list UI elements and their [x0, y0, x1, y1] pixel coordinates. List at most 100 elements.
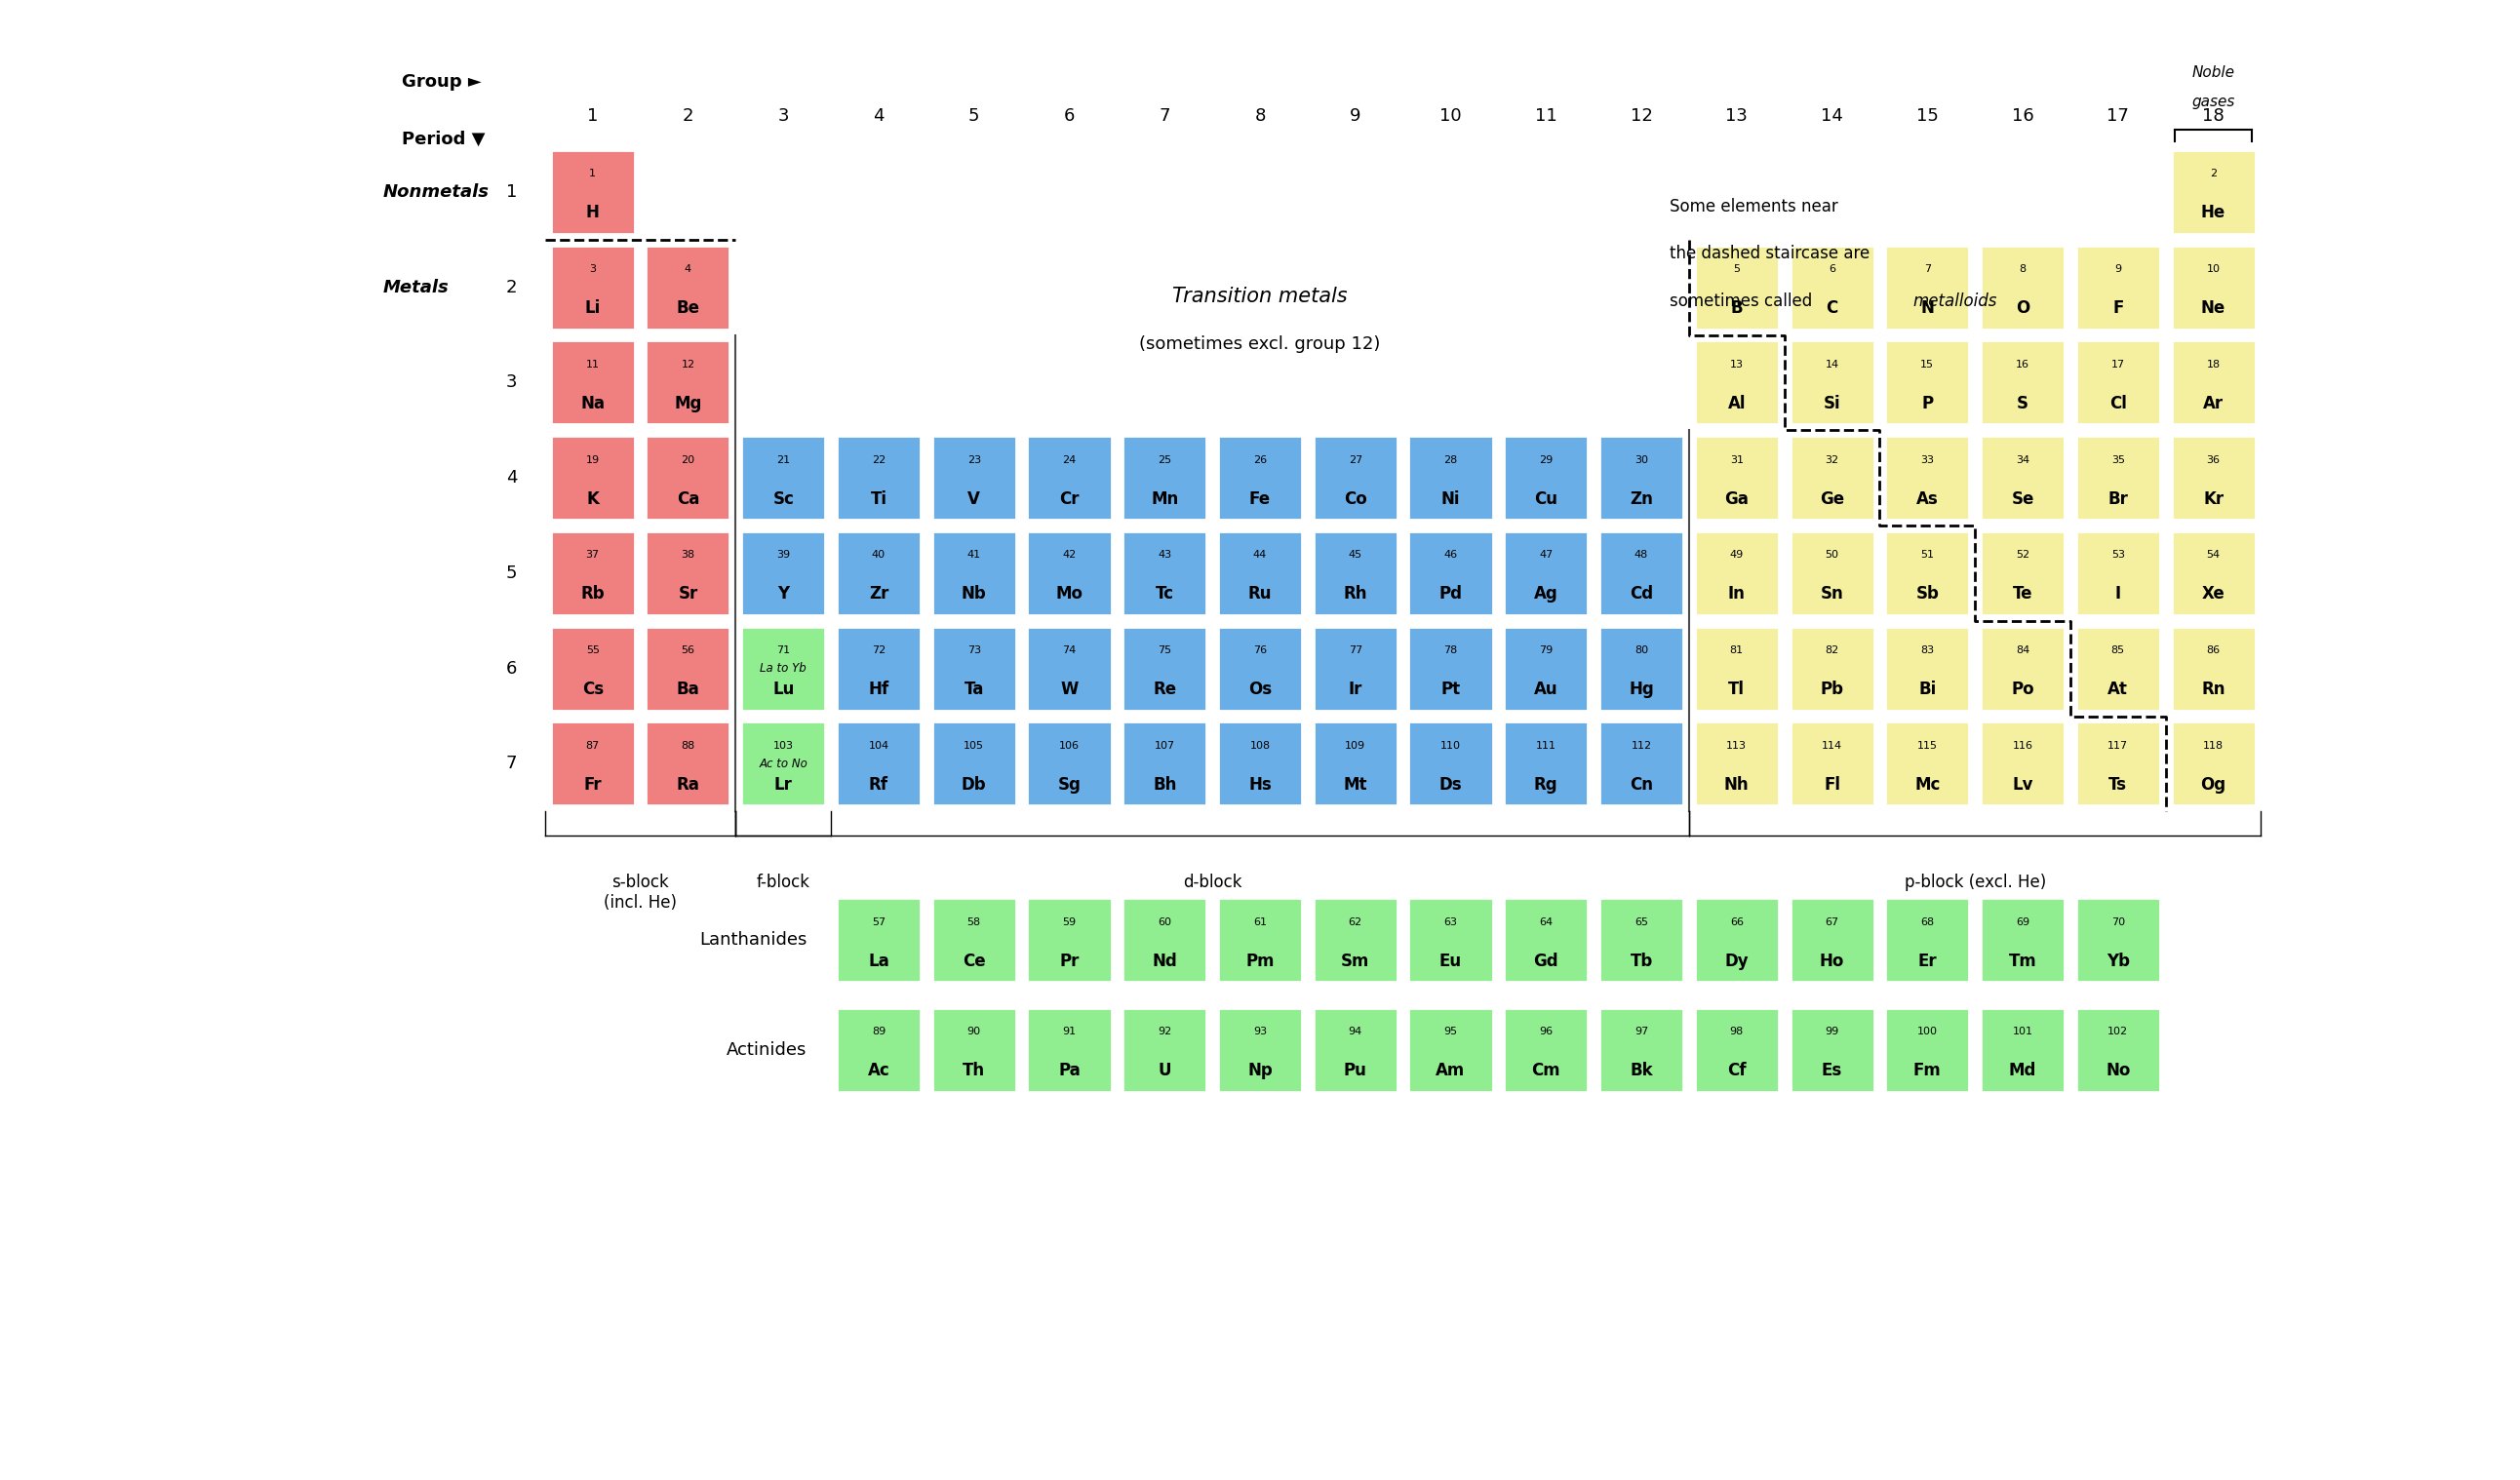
Text: Og: Og	[2200, 776, 2225, 793]
FancyBboxPatch shape	[1885, 531, 1968, 616]
Text: 86: 86	[2208, 645, 2220, 656]
FancyBboxPatch shape	[1600, 722, 1683, 805]
FancyBboxPatch shape	[1217, 437, 1303, 519]
Text: 82: 82	[1824, 645, 1840, 656]
Text: 10: 10	[2208, 265, 2220, 274]
Text: 17: 17	[2112, 360, 2124, 370]
FancyBboxPatch shape	[2172, 437, 2255, 519]
FancyBboxPatch shape	[1409, 437, 1492, 519]
Text: 96: 96	[1540, 1027, 1552, 1036]
Text: Mg: Mg	[675, 395, 703, 413]
Text: 31: 31	[1729, 454, 1744, 465]
Text: 51: 51	[1920, 551, 1935, 559]
Text: Cf: Cf	[1726, 1063, 1746, 1079]
Text: Group ►: Group ►	[403, 74, 481, 92]
Text: Ru: Ru	[1247, 586, 1273, 602]
Text: Lanthanides: Lanthanides	[701, 931, 806, 949]
Text: P: P	[1920, 395, 1933, 413]
Text: Mo: Mo	[1056, 586, 1084, 602]
FancyBboxPatch shape	[1409, 626, 1492, 710]
FancyBboxPatch shape	[1789, 898, 1875, 983]
FancyBboxPatch shape	[1885, 340, 1968, 425]
Text: 84: 84	[2016, 645, 2029, 656]
Text: As: As	[1915, 490, 1938, 508]
FancyBboxPatch shape	[2076, 246, 2160, 329]
FancyBboxPatch shape	[932, 531, 1016, 616]
FancyBboxPatch shape	[645, 340, 731, 425]
Text: Dy: Dy	[1724, 952, 1749, 969]
Text: 100: 100	[1918, 1027, 1938, 1036]
FancyBboxPatch shape	[1124, 898, 1207, 983]
Text: 74: 74	[1063, 645, 1076, 656]
Text: Pt: Pt	[1441, 681, 1462, 699]
Text: 73: 73	[968, 645, 980, 656]
FancyBboxPatch shape	[1313, 531, 1396, 616]
Text: Sn: Sn	[1819, 586, 1845, 602]
FancyBboxPatch shape	[552, 722, 635, 805]
FancyBboxPatch shape	[932, 722, 1016, 805]
Text: Cl: Cl	[2109, 395, 2127, 413]
Text: 13: 13	[1726, 107, 1749, 124]
Text: Hg: Hg	[1628, 681, 1653, 699]
Text: 85: 85	[2112, 645, 2124, 656]
FancyBboxPatch shape	[1696, 531, 1779, 616]
FancyBboxPatch shape	[837, 531, 920, 616]
FancyBboxPatch shape	[1981, 246, 2064, 329]
Text: 56: 56	[680, 645, 696, 656]
Text: 5: 5	[968, 107, 980, 124]
FancyBboxPatch shape	[1885, 246, 1968, 329]
FancyBboxPatch shape	[741, 722, 824, 805]
Text: Re: Re	[1154, 681, 1177, 699]
Text: 112: 112	[1630, 741, 1651, 750]
Text: 106: 106	[1058, 741, 1079, 750]
Text: Cu: Cu	[1535, 490, 1557, 508]
Text: La: La	[867, 952, 890, 969]
Text: Cm: Cm	[1532, 1063, 1560, 1079]
FancyBboxPatch shape	[1409, 531, 1492, 616]
Text: 16: 16	[2011, 107, 2034, 124]
FancyBboxPatch shape	[1217, 898, 1303, 983]
FancyBboxPatch shape	[741, 437, 824, 519]
FancyBboxPatch shape	[1504, 898, 1588, 983]
Text: 110: 110	[1441, 741, 1462, 750]
FancyBboxPatch shape	[645, 531, 731, 616]
Text: 13: 13	[1729, 360, 1744, 370]
Text: 8: 8	[1255, 107, 1265, 124]
Text: 5: 5	[1734, 265, 1741, 274]
Text: 107: 107	[1154, 741, 1174, 750]
Text: Lu: Lu	[774, 681, 794, 699]
FancyBboxPatch shape	[1028, 626, 1111, 710]
Text: He: He	[2200, 204, 2225, 222]
FancyBboxPatch shape	[1789, 722, 1875, 805]
FancyBboxPatch shape	[2076, 1008, 2160, 1092]
FancyBboxPatch shape	[2076, 531, 2160, 616]
Text: 14: 14	[1824, 360, 1840, 370]
FancyBboxPatch shape	[932, 437, 1016, 519]
Text: 58: 58	[968, 918, 980, 926]
Text: Rf: Rf	[869, 776, 890, 793]
Text: 1: 1	[590, 169, 597, 179]
Text: Ar: Ar	[2202, 395, 2223, 413]
FancyBboxPatch shape	[1124, 1008, 1207, 1092]
Text: 4: 4	[685, 265, 690, 274]
FancyBboxPatch shape	[2172, 626, 2255, 710]
Text: 91: 91	[1063, 1027, 1076, 1036]
Text: Pd: Pd	[1439, 586, 1462, 602]
FancyBboxPatch shape	[837, 626, 920, 710]
Text: Bk: Bk	[1630, 1063, 1653, 1079]
Text: 92: 92	[1157, 1027, 1172, 1036]
FancyBboxPatch shape	[1124, 531, 1207, 616]
Text: Mc: Mc	[1915, 776, 1940, 793]
Text: 17: 17	[2107, 107, 2129, 124]
Text: 38: 38	[680, 551, 696, 559]
FancyBboxPatch shape	[645, 437, 731, 519]
Text: Ds: Ds	[1439, 776, 1462, 793]
Text: Rg: Rg	[1535, 776, 1557, 793]
Text: Nonmetals: Nonmetals	[383, 184, 489, 201]
Text: In: In	[1729, 586, 1746, 602]
FancyBboxPatch shape	[1885, 437, 1968, 519]
Text: Pu: Pu	[1343, 1063, 1366, 1079]
Text: Zn: Zn	[1630, 490, 1653, 508]
FancyBboxPatch shape	[1789, 531, 1875, 616]
Text: Pr: Pr	[1058, 952, 1079, 969]
